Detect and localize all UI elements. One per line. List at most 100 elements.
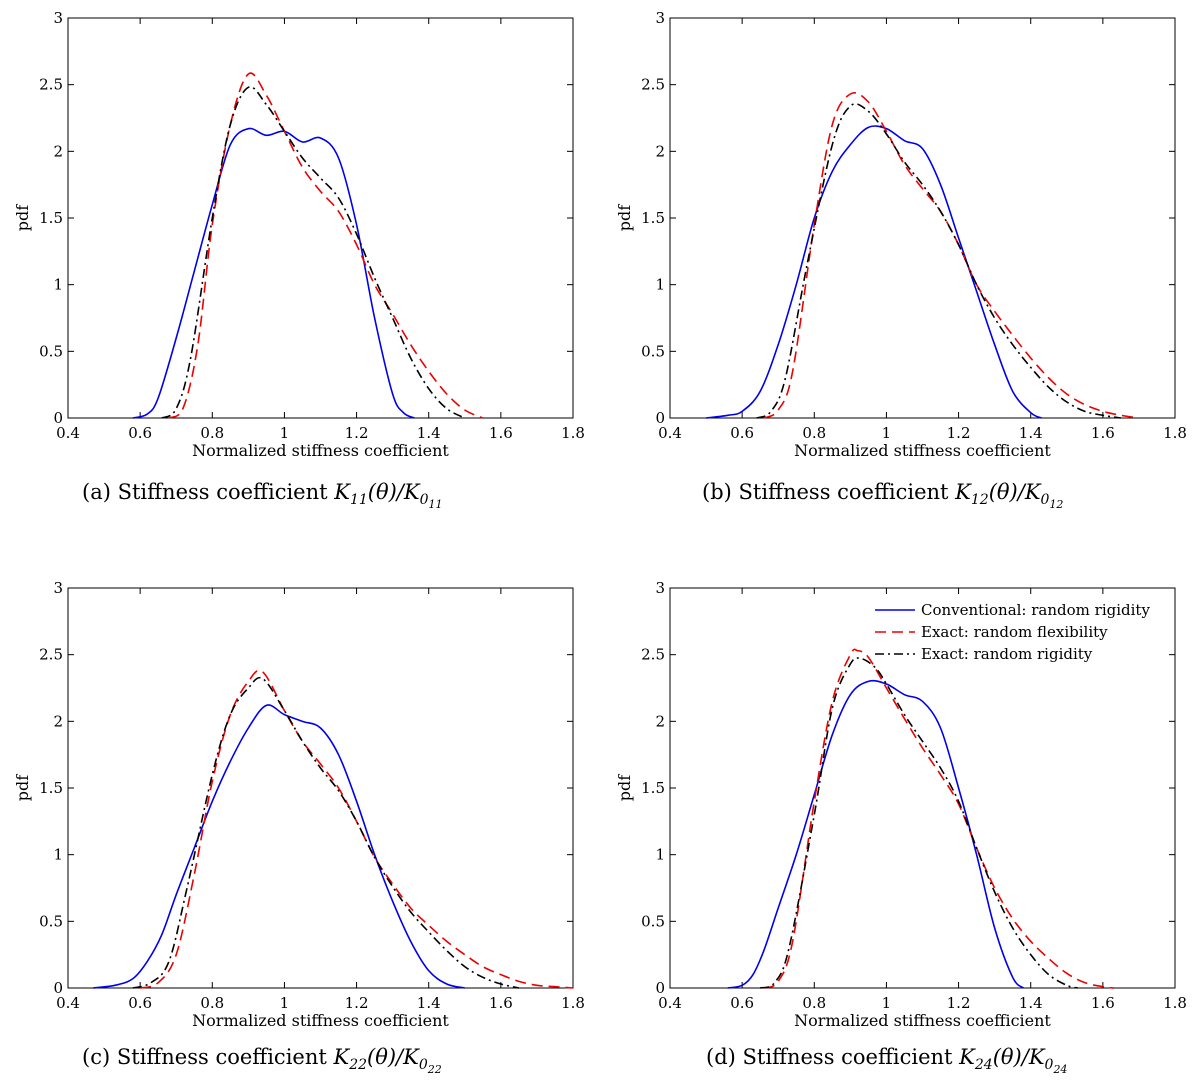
x-tick-label-c-6: 1.6	[489, 994, 513, 1012]
caption-denominator-zero: 0	[419, 492, 429, 509]
x-axis-label-c: Normalized stiffness coefficient	[192, 1011, 449, 1030]
caption-denominator-symbol: K	[1028, 1045, 1045, 1069]
caption-theta: (θ)/	[988, 480, 1025, 504]
x-tick-label-b-3: 1	[882, 424, 892, 442]
caption-numerator-symbol: K	[959, 1045, 975, 1069]
x-tick-label-b-2: 0.8	[802, 424, 826, 442]
x-tick-label-d-3: 1	[882, 994, 892, 1012]
caption-prefix: (d) Stiffness coefficient	[706, 1045, 960, 1069]
x-axis-label-a: Normalized stiffness coefficient	[192, 441, 449, 460]
chart-a: 0.4 0.6 0.8 1 1.2 1.4 1.6 1.8 0 0.5 1 1.5 2 2.5 3 Norma…	[13, 9, 585, 460]
series-line-exact-flexibility-c	[139, 669, 574, 989]
y-tick-label-a-1: 0.5	[39, 342, 63, 360]
caption-theta: (θ)/	[367, 1045, 404, 1069]
y-tick-label-b-2: 1	[655, 276, 665, 294]
series-line-conventional-b	[705, 125, 1042, 419]
caption-prefix: (c) Stiffness coefficient	[82, 1045, 334, 1069]
y-tick-label-c-0: 0	[53, 979, 63, 997]
x-tick-label-b-6: 1.6	[1091, 424, 1115, 442]
caption-denominator-symbol: K	[403, 1045, 419, 1069]
series-line-conventional-c	[93, 704, 465, 989]
y-axis-label-a: pdf	[13, 204, 32, 231]
x-tick-label-b-7: 1.8	[1163, 424, 1187, 442]
caption-a: (a) Stiffness coefficient K11(θ)/K011	[82, 480, 443, 511]
caption-numerator-symbol: K	[955, 480, 971, 504]
y-tick-label-a-3: 1.5	[39, 209, 63, 227]
y-tick-label-d-1: 0.5	[641, 912, 665, 930]
x-tick-label-a-2: 0.8	[200, 424, 224, 442]
y-tick-label-b-4: 2	[655, 142, 665, 160]
y-tick-label-d-0: 0	[655, 979, 665, 997]
y-tick-label-c-2: 1	[53, 846, 63, 864]
series-line-exact-flexibility-a	[168, 72, 484, 419]
series-line-exact-flexibility-d	[763, 648, 1114, 989]
chart-b: 0.4 0.6 0.8 1 1.2 1.4 1.6 1.8 0 0.5 1 1.5 2 2.5 3 Norma…	[615, 9, 1187, 460]
series-line-exact-flexibility-b	[763, 91, 1140, 419]
y-tick-label-d-5: 2.5	[641, 646, 665, 664]
y-tick-label-c-5: 2.5	[39, 646, 63, 664]
x-tick-label-c-4: 1.2	[345, 994, 369, 1012]
y-tick-label-c-3: 1.5	[39, 779, 63, 797]
y-tick-label-d-6: 3	[655, 579, 665, 597]
y-axis-label-b: pdf	[615, 204, 634, 231]
y-tick-label-c-1: 0.5	[39, 912, 63, 930]
caption-numerator-subscript: 12	[970, 492, 989, 509]
y-tick-label-a-0: 0	[53, 409, 63, 427]
legend-label-exact-rigidity: Exact: random rigidity	[921, 645, 1093, 663]
caption-denominator-subscript: 011	[419, 492, 443, 511]
caption-numerator-symbol: K	[334, 480, 350, 504]
caption-denominator-subscript: 022	[418, 1057, 442, 1076]
y-tick-label-d-4: 2	[655, 712, 665, 730]
y-tick-label-a-4: 2	[53, 142, 63, 160]
x-tick-label-a-3: 1	[280, 424, 290, 442]
y-axis-label-d: pdf	[615, 774, 634, 801]
x-tick-label-c-1: 0.6	[128, 994, 152, 1012]
chart-panel-a: 0.4 0.6 0.8 1 1.2 1.4 1.6 1.8 0 0.5 1 1.5 2 2.5 3 Norma…	[0, 0, 590, 479]
series-line-conventional-d	[727, 679, 1025, 989]
x-tick-label-b-0: 0.4	[658, 424, 682, 442]
caption-d: (d) Stiffness coefficient K24(θ)/K024	[706, 1045, 1067, 1076]
axes-box-b	[669, 17, 1176, 419]
y-tick-label-c-6: 3	[53, 579, 63, 597]
x-tick-label-d-2: 0.8	[802, 994, 826, 1012]
chart-panel-d: 0.4 0.6 0.8 1 1.2 1.4 1.6 1.8 0 0.5 1 1.5 2 2.5 3 Norma…	[602, 570, 1192, 1049]
legend-label-conventional: Conventional: random rigidity	[921, 601, 1150, 619]
x-tick-label-d-4: 1.2	[947, 994, 971, 1012]
caption-denominator-symbol: K	[403, 480, 420, 504]
y-tick-label-a-6: 3	[53, 9, 63, 27]
y-axis-label-c: pdf	[13, 774, 32, 801]
x-tick-label-a-0: 0.4	[56, 424, 80, 442]
caption-denominator-subsubscript: 24	[1053, 1062, 1068, 1076]
y-tick-label-a-5: 2.5	[39, 76, 63, 94]
x-tick-label-b-1: 0.6	[730, 424, 754, 442]
y-tick-label-c-4: 2	[53, 712, 63, 730]
caption-prefix: (a) Stiffness coefficient	[82, 480, 335, 504]
series-line-exact-rigidity-c	[132, 676, 520, 989]
x-tick-label-a-7: 1.8	[561, 424, 585, 442]
caption-numerator-subscript: 24	[974, 1057, 993, 1074]
x-tick-label-d-7: 1.8	[1163, 994, 1187, 1012]
caption-prefix: (b) Stiffness coefficient	[702, 480, 956, 504]
chart-panel-c: 0.4 0.6 0.8 1 1.2 1.4 1.6 1.8 0 0.5 1 1.5 2 2.5 3 Norma…	[0, 570, 590, 1049]
x-axis-label-b: Normalized stiffness coefficient	[794, 441, 1051, 460]
caption-numerator-symbol: K	[333, 1045, 350, 1069]
legend-label-exact-flexibility: Exact: random flexibility	[921, 623, 1108, 641]
caption-denominator-subsubscript: 22	[427, 1062, 442, 1076]
x-tick-label-a-6: 1.6	[489, 424, 513, 442]
caption-theta: (θ)/	[367, 480, 404, 504]
x-tick-label-a-5: 1.4	[417, 424, 441, 442]
x-tick-label-b-5: 1.4	[1019, 424, 1043, 442]
x-tick-label-c-5: 1.4	[417, 994, 441, 1012]
series-line-conventional-a	[132, 127, 415, 419]
caption-numerator-subscript: 22	[349, 1057, 368, 1074]
caption-denominator-zero: 0	[418, 1057, 428, 1074]
y-tick-label-a-2: 1	[53, 276, 63, 294]
axes-box-c	[67, 587, 574, 989]
chart-c: 0.4 0.6 0.8 1 1.2 1.4 1.6 1.8 0 0.5 1 1.5 2 2.5 3 Norma…	[13, 579, 585, 1030]
y-tick-label-b-3: 1.5	[641, 209, 665, 227]
caption-c: (c) Stiffness coefficient K22(θ)/K022	[82, 1045, 442, 1076]
caption-denominator-zero: 0	[1040, 492, 1050, 509]
series-line-exact-rigidity-a	[161, 86, 466, 419]
caption-b: (b) Stiffness coefficient K12(θ)/K012	[702, 480, 1063, 511]
y-tick-label-b-1: 0.5	[641, 342, 665, 360]
